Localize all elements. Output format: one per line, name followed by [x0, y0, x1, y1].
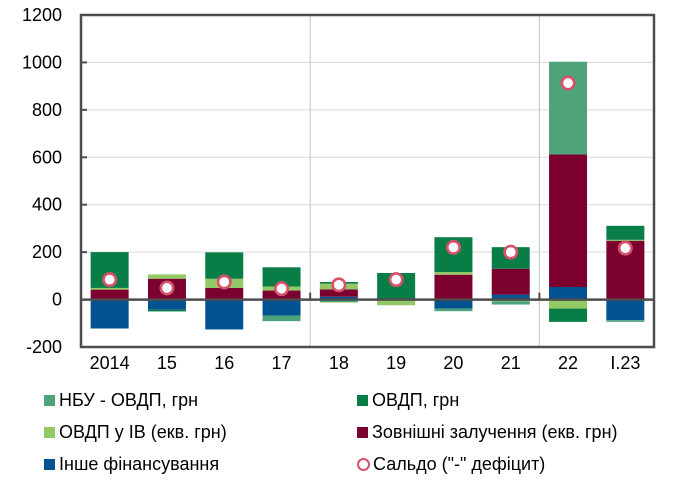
- legend-label: Інше фінансування: [59, 454, 220, 474]
- bar-segment-other: [90, 299, 129, 329]
- balance-marker: [503, 244, 519, 260]
- bar-segment-external: [319, 289, 358, 297]
- x-tick-label: 15: [157, 353, 177, 373]
- balance-marker: [331, 277, 347, 293]
- legend-item-nbu-ovdp: НБУ - ОВДП, грн: [44, 390, 198, 411]
- x-tick-label: 19: [386, 353, 406, 373]
- x-tick-label: 21: [501, 353, 521, 373]
- bar-segment-external: [205, 287, 244, 300]
- x-tick-label: I.23: [610, 353, 640, 373]
- bar-segment-nbu_ovdp: [606, 320, 645, 322]
- balance-marker: [274, 281, 290, 297]
- y-tick-label: 400: [32, 195, 62, 215]
- balance-marker: [159, 280, 175, 296]
- y-tick-label: 600: [32, 147, 62, 167]
- y-tick-label: 1200: [22, 5, 62, 25]
- x-axis: 2014 15 16 17 18 19 20 21 22 I.23: [90, 353, 641, 373]
- legend-label: НБУ - ОВДП, грн: [59, 390, 199, 410]
- bars: [90, 61, 645, 330]
- bar-segment-nbu_ovdp: [434, 308, 473, 312]
- bar-segment-nbu_ovdp: [319, 299, 358, 303]
- bar-segment-ovdp_fx: [377, 299, 416, 306]
- bar-segment-other: [147, 299, 186, 310]
- bar-segment-other: [262, 299, 301, 316]
- bar-segment-ovdp_fx: [549, 299, 588, 309]
- y-tick-label: 0: [52, 290, 62, 310]
- bar-segment-external: [90, 289, 129, 300]
- bar-segment-external: [491, 268, 530, 295]
- x-tick-label: 20: [443, 353, 463, 373]
- x-tick-label: 16: [214, 353, 234, 373]
- bar-segment-other: [549, 287, 588, 300]
- x-tick-label: 2014: [90, 353, 130, 373]
- legend-circle-icon: [357, 458, 370, 471]
- plot-frame: [79, 13, 656, 349]
- legend-swatch: [357, 395, 368, 406]
- legend-swatch: [44, 427, 55, 438]
- balance-marker: [216, 274, 232, 290]
- chart: -200 0 200 400 600 800 1000 1200 2014 15 16 17 18 19…: [22, 5, 656, 373]
- bar-segment-ovdp_fx: [147, 274, 186, 279]
- legend-item-external: Зовнішні залучення (екв. грн): [357, 422, 618, 443]
- bar-segment-other: [434, 299, 473, 309]
- bar-segment-ovdp_uah: [147, 309, 186, 312]
- legend-label: Сальдо ("-" дефіцит): [373, 454, 546, 474]
- bar-segment-ovdp_fx: [606, 239, 645, 241]
- y-tick-label: 200: [32, 242, 62, 262]
- balance-markers: [102, 75, 633, 297]
- x-tick-label: 22: [558, 353, 578, 373]
- y-tick-label: 800: [32, 100, 62, 120]
- bar-segment-nbu_ovdp: [262, 315, 301, 322]
- balance-marker: [560, 75, 576, 91]
- legend-swatch: [44, 395, 55, 406]
- bar-segment-ovdp_uah: [262, 267, 301, 287]
- bar-segment-other: [491, 294, 530, 300]
- bar-segment-other: [205, 299, 244, 330]
- balance-marker: [388, 272, 404, 288]
- legend-label: ОВДП, грн: [372, 390, 460, 410]
- bar-segment-nbu_ovdp: [491, 301, 530, 305]
- legend-swatch: [357, 427, 368, 438]
- x-tick-label: 18: [329, 353, 349, 373]
- legend-item-ovdp-fx: ОВДП у ІВ (екв. грн): [44, 422, 227, 443]
- bar-segment-external: [434, 274, 473, 300]
- legend-item-balance: Сальдо ("-" дефіцит): [357, 454, 545, 475]
- legend-item-ovdp-uah: ОВДП, грн: [357, 390, 459, 411]
- y-tick-label: -200: [26, 337, 62, 357]
- bar-segment-ovdp_uah: [606, 225, 645, 240]
- balance-marker: [445, 239, 461, 255]
- legend-label: Зовнішні залучення (екв. грн): [372, 422, 618, 442]
- y-axis: -200 0 200 400 600 800 1000 1200: [22, 5, 62, 357]
- bar-segment-external: [549, 154, 588, 288]
- bar-segment-ovdp_fx: [434, 272, 473, 275]
- y-tick-label: 1000: [22, 52, 62, 72]
- bar-segment-other: [606, 299, 645, 321]
- bar-segment-ovdp_uah: [205, 252, 244, 279]
- balance-marker: [617, 240, 633, 256]
- bar-segment-ovdp_uah: [549, 308, 588, 322]
- balance-marker: [102, 272, 118, 288]
- legend-item-other: Інше фінансування: [44, 454, 219, 475]
- legend-swatch: [44, 459, 55, 470]
- bar-segment-ovdp_fx: [90, 287, 129, 290]
- x-tick-label: 17: [272, 353, 292, 373]
- bar-segment-other: [319, 296, 358, 300]
- legend-label: ОВДП у ІВ (екв. грн): [59, 422, 227, 442]
